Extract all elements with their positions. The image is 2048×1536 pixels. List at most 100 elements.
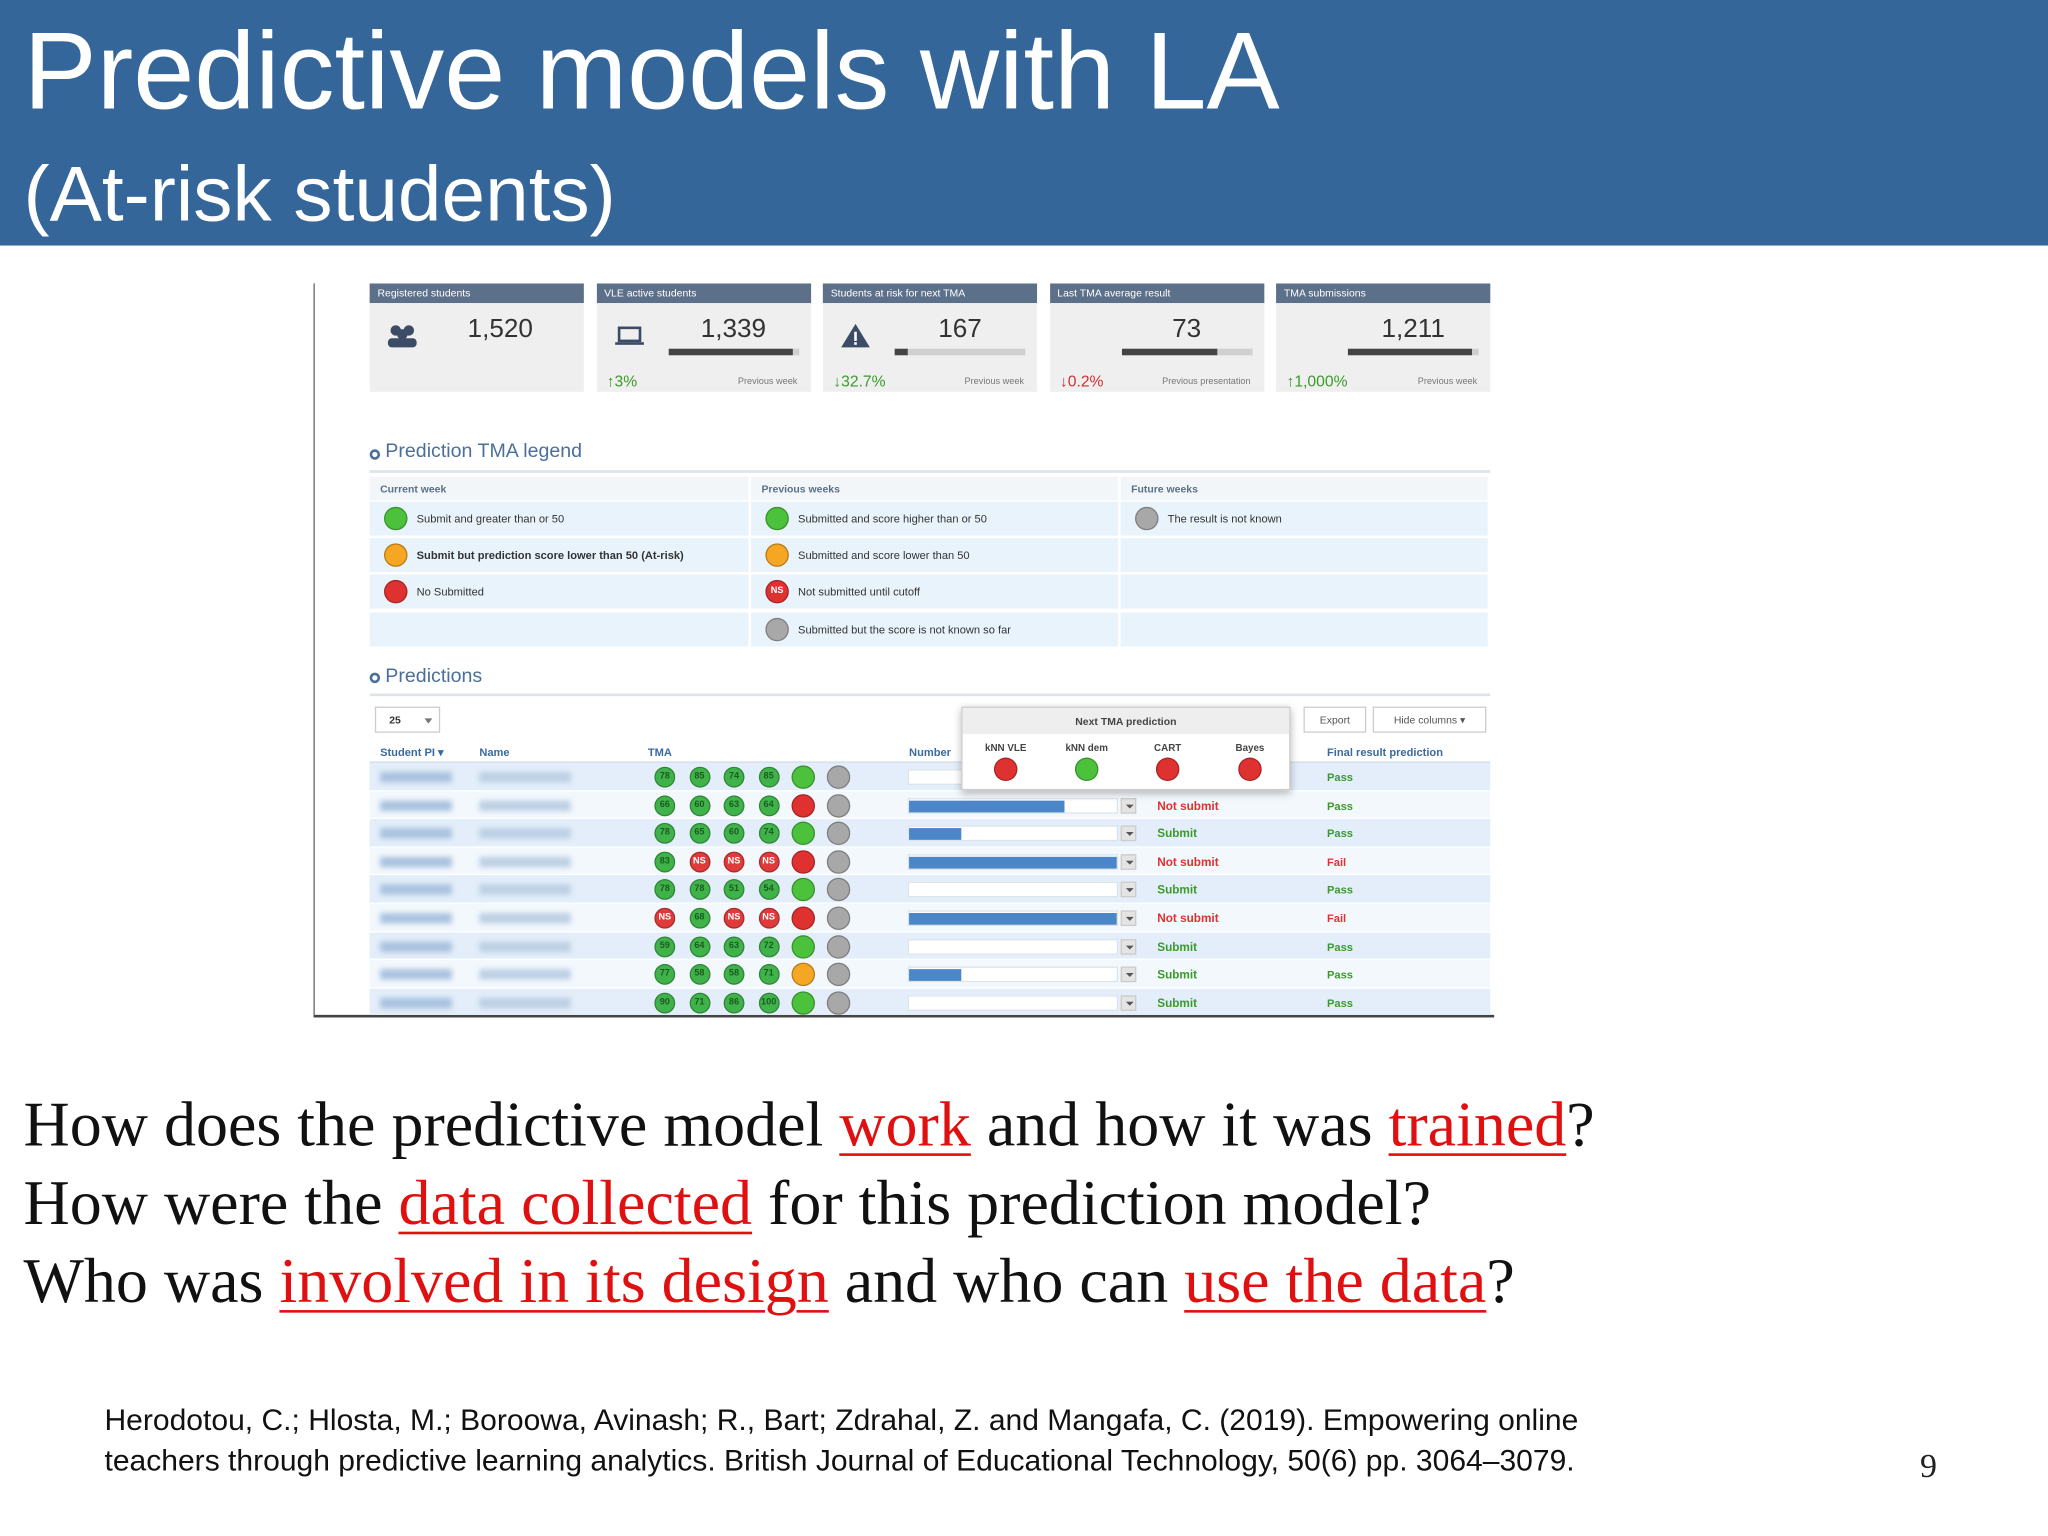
tma-score: 58 <box>688 964 710 986</box>
stat-change: ↑1,000% <box>1286 372 1348 391</box>
page-size-select: 25 <box>374 706 441 733</box>
legend-column-header-text: Previous weeks <box>761 483 840 496</box>
stat-value: 1,211 <box>1381 314 1445 344</box>
caret <box>1125 973 1134 978</box>
stat-icon <box>385 323 419 349</box>
number-bar <box>909 800 1065 812</box>
number-bar-box <box>907 938 1119 955</box>
model-prediction <box>1238 757 1262 782</box>
tma-score: 78 <box>688 879 710 901</box>
legend-swatch <box>383 506 408 531</box>
blurred-name <box>479 771 571 783</box>
stat-card: VLE active students 1,339 ↑3% Previous week <box>596 283 811 392</box>
toolbar-button[interactable]: Export <box>1303 706 1367 733</box>
tma-score: 74 <box>723 766 745 788</box>
number-bar-box <box>907 882 1119 898</box>
legend-cell <box>369 538 749 573</box>
stat-card-header: TMA submissions <box>1276 283 1491 304</box>
final-result: Pass <box>1327 883 1353 897</box>
stat-icon <box>839 323 873 349</box>
tma-status <box>791 991 816 1015</box>
legend-cell <box>751 575 1119 610</box>
number-bar-box <box>907 910 1119 927</box>
tma-score: 86 <box>723 992 745 1014</box>
question-text: ? <box>1566 1087 1595 1160</box>
toolbar-button[interactable]: Hide columns ▾ <box>1372 706 1487 733</box>
row-dropdown <box>1120 910 1137 927</box>
final-result: Pass <box>1327 996 1353 1010</box>
blurred-id <box>380 856 452 867</box>
question-text: for this prediction model? <box>752 1166 1431 1239</box>
number-bar-box <box>907 797 1119 814</box>
legend-text: Submit and greater than or 50 <box>416 511 565 526</box>
stat-bar <box>1121 348 1217 356</box>
number-bar <box>909 969 961 982</box>
caret <box>1125 916 1134 921</box>
stat-bar-track <box>668 348 799 356</box>
final-result: Pass <box>1327 798 1353 812</box>
legend-title: Prediction TMA legend <box>385 440 583 463</box>
legend-column-header <box>751 476 1119 501</box>
dashboard-screenshot: Registered students 1,520 VLE active stude… <box>313 283 1495 1018</box>
tma-score: 78 <box>654 766 676 788</box>
stat-card: Students at risk for next TMA 167 ↓32.7% Pr… <box>822 283 1038 392</box>
legend-column-header-text: Current week <box>380 483 447 496</box>
row-dropdown <box>1120 994 1137 1011</box>
stat-period: Previous presentation <box>1162 377 1251 387</box>
blurred-id <box>380 912 452 924</box>
tma-score: 65 <box>688 823 710 844</box>
tma-score: 77 <box>654 964 676 986</box>
stat-label: VLE active students <box>604 287 697 300</box>
tma-score: 78 <box>654 823 676 844</box>
tma-score: 71 <box>758 964 780 986</box>
tma-score: 72 <box>758 935 780 957</box>
stat-icon <box>612 323 646 349</box>
tma-status <box>826 991 850 1015</box>
column-header: Final result prediction <box>1327 745 1443 759</box>
row-dropdown <box>1120 825 1137 842</box>
stat-label: Last TMA average result <box>1057 287 1171 300</box>
blurred-id <box>380 969 452 980</box>
final-result: Pass <box>1327 968 1353 982</box>
legend-cell <box>1120 612 1488 646</box>
legend-swatch <box>1135 506 1159 531</box>
tma-score: 90 <box>654 992 676 1014</box>
legend-text: Submitted and score higher than or 50 <box>798 511 987 526</box>
legend-cell <box>751 612 1119 646</box>
stat-card: TMA submissions 1,211 ↑1,000% Previous week <box>1276 283 1491 392</box>
stat-change: ↑3% <box>606 372 638 391</box>
blurred-id <box>380 941 452 952</box>
model-name: kNN VLE <box>985 741 1027 754</box>
prediction: Submit <box>1157 968 1198 982</box>
legend-text: Submitted but the score is not known so … <box>798 622 1011 636</box>
caret <box>1125 945 1134 950</box>
tma-score: 51 <box>723 879 745 901</box>
legend-cell <box>369 575 749 610</box>
tma-score: 68 <box>688 907 710 929</box>
question-text: Who was <box>23 1244 280 1317</box>
model-prediction <box>1074 757 1099 782</box>
stat-value: 73 <box>1172 314 1202 344</box>
prediction: Submit <box>1157 883 1198 897</box>
legend-text: The result is not known <box>1167 511 1282 526</box>
blurred-name <box>479 912 571 924</box>
prediction: Not submit <box>1157 798 1219 812</box>
tma-status <box>826 765 850 789</box>
popup-title: Next TMA prediction <box>1075 715 1177 728</box>
legend-cell <box>751 538 1119 573</box>
number-bar-box <box>907 825 1119 842</box>
legend-column-header <box>369 476 749 501</box>
number-bar-box <box>907 994 1119 1011</box>
legend-swatch <box>383 580 408 604</box>
divider <box>369 470 1491 473</box>
blurred-name <box>479 997 571 1009</box>
bullet <box>369 672 381 684</box>
predictions-title: Predictions <box>385 664 483 688</box>
caret <box>1125 832 1134 837</box>
tma-score: 78 <box>654 879 676 901</box>
bullet <box>369 449 381 460</box>
legend-table: Current week Submit and greater than or 5… <box>369 476 1491 650</box>
stat-bar-track <box>1121 348 1252 356</box>
model-name: CART <box>1154 741 1182 754</box>
legend-text: Not submitted until cutoff <box>798 585 921 599</box>
